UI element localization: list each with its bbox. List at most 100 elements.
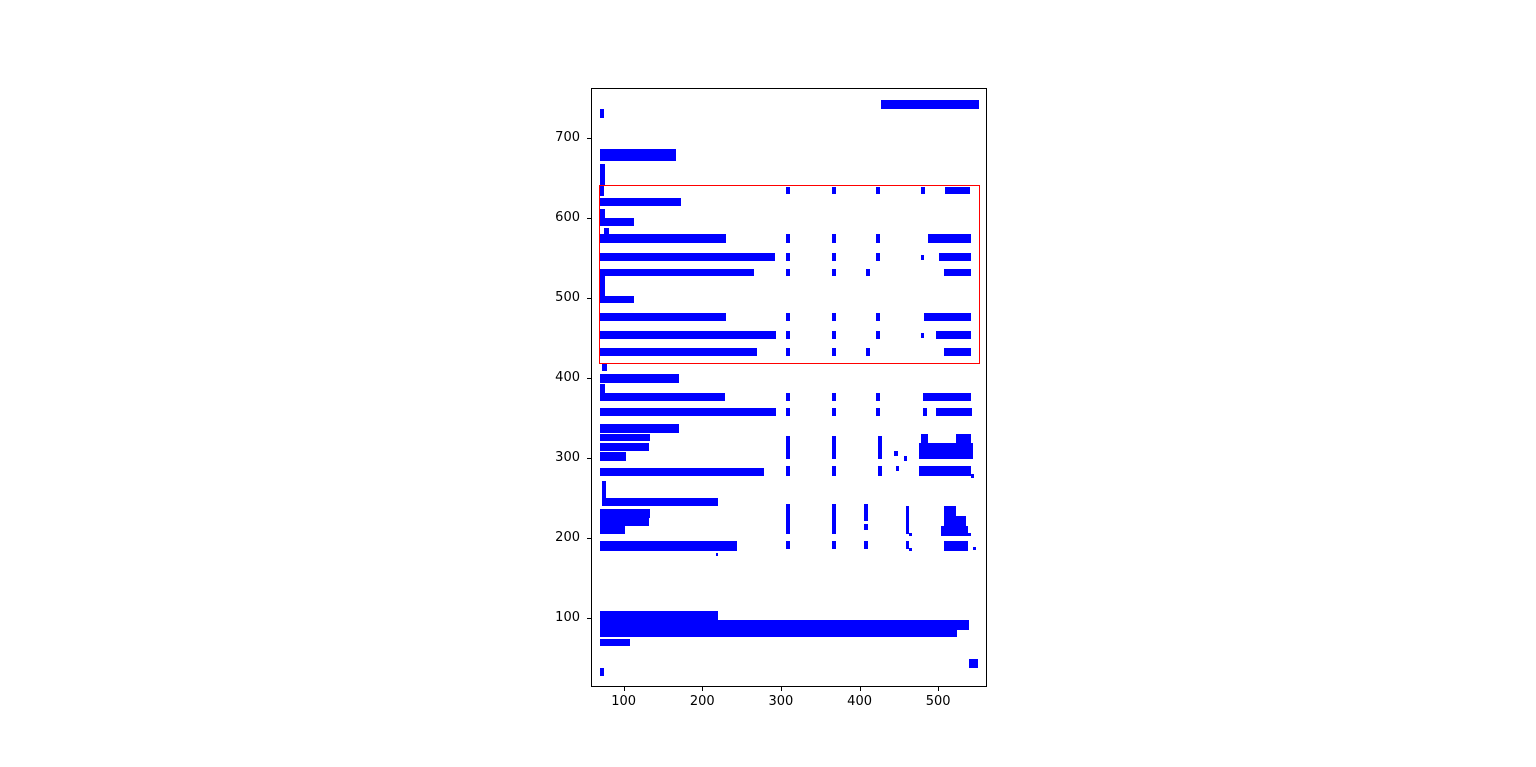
bar-rect xyxy=(600,312,726,321)
bar-rect xyxy=(970,474,974,478)
x-tick-mark xyxy=(780,687,782,691)
plot-area xyxy=(591,88,987,687)
bar-rect xyxy=(600,181,605,196)
y-tick-label: 500 xyxy=(555,290,580,305)
bar-rect xyxy=(600,434,651,441)
bar-rect xyxy=(785,541,790,550)
bar-rect xyxy=(919,466,971,476)
bar-rect xyxy=(943,269,971,276)
highlight-region-box xyxy=(598,185,981,364)
bar-rect xyxy=(875,234,880,243)
y-tick-mark xyxy=(587,458,591,459)
bar-rect xyxy=(945,186,971,195)
bar-rect xyxy=(600,667,604,676)
x-tick-label: 200 xyxy=(689,694,715,709)
bar-rect xyxy=(832,347,837,356)
y-tick-label: 600 xyxy=(555,210,580,225)
bar-rect xyxy=(832,541,837,550)
bar-rect xyxy=(920,254,925,260)
bar-rect xyxy=(600,374,679,383)
bar-rect xyxy=(604,227,609,235)
bar-rect xyxy=(599,149,677,162)
bar-rect xyxy=(877,436,882,460)
bar-rect xyxy=(832,331,837,340)
bar-rect xyxy=(864,523,869,530)
y-tick-mark xyxy=(587,138,591,139)
bar-rect xyxy=(832,466,837,476)
bar-rect xyxy=(785,392,790,401)
bar-rect xyxy=(600,296,634,303)
bar-rect xyxy=(880,99,980,109)
bar-rect xyxy=(832,521,837,535)
bar-rect xyxy=(905,541,910,550)
bar-rect xyxy=(602,481,607,498)
bar-rect xyxy=(920,186,925,195)
bar-rect xyxy=(864,504,869,521)
bar-rect xyxy=(967,532,971,537)
bar-rect xyxy=(600,638,630,646)
bar-rect xyxy=(905,526,910,535)
bar-rect xyxy=(602,497,719,506)
y-tick-mark xyxy=(587,218,591,219)
x-tick-label: 100 xyxy=(611,694,637,709)
bar-rect xyxy=(600,209,606,218)
x-tick-label: 400 xyxy=(847,694,872,709)
bar-rect xyxy=(832,252,837,261)
bar-rect xyxy=(875,407,880,416)
bar-rect xyxy=(944,506,956,518)
bar-rect xyxy=(909,547,912,551)
bar-rect xyxy=(864,541,869,550)
y-tick-mark xyxy=(587,538,591,539)
y-tick-mark xyxy=(587,378,591,379)
bar-rect xyxy=(969,659,978,668)
bar-rect xyxy=(875,252,880,261)
bar-rect xyxy=(785,436,790,460)
bar-rect xyxy=(832,504,837,521)
bar-rect xyxy=(785,331,790,340)
bar-rect xyxy=(600,424,679,433)
bar-rect xyxy=(875,186,880,195)
bar-rect xyxy=(785,269,790,276)
bar-rect xyxy=(598,197,682,207)
bar-rect xyxy=(600,467,764,476)
x-tick-mark xyxy=(623,687,625,691)
x-tick-mark xyxy=(938,687,940,691)
bar-rect xyxy=(832,312,837,321)
bar-rect xyxy=(600,392,725,401)
bar-rect xyxy=(600,526,626,535)
bar-rect xyxy=(875,392,880,401)
bar-rect xyxy=(785,252,790,261)
bar-rect xyxy=(865,347,870,356)
y-tick-mark xyxy=(587,618,591,619)
bar-rect xyxy=(928,234,971,243)
bar-rect xyxy=(785,234,790,243)
bar-rect xyxy=(832,186,837,195)
bar-rect xyxy=(935,407,973,416)
x-tick-label: 500 xyxy=(925,694,951,709)
bar-rect xyxy=(600,630,957,637)
bar-rect xyxy=(785,521,790,535)
bar-rect xyxy=(600,407,776,416)
bar-rect xyxy=(924,312,971,321)
bar-rect xyxy=(919,442,973,460)
bar-rect xyxy=(602,362,608,371)
bar-rect xyxy=(600,509,651,518)
y-tick-label: 400 xyxy=(555,370,580,385)
y-tick-label: 300 xyxy=(555,450,580,465)
bar-rect xyxy=(600,451,627,461)
bar-rect xyxy=(940,526,968,536)
bar-rect xyxy=(785,347,790,356)
x-tick-mark xyxy=(702,687,704,691)
bar-rect xyxy=(905,506,910,526)
bar-rect xyxy=(832,392,837,401)
bar-rect xyxy=(909,532,912,537)
bar-rect xyxy=(600,442,649,451)
y-tick-mark xyxy=(587,298,591,299)
bar-rect xyxy=(600,269,754,276)
bar-rect xyxy=(600,541,738,551)
bar-rect xyxy=(972,546,976,550)
bar-rect xyxy=(785,407,790,416)
bar-rect xyxy=(832,234,837,243)
bar-rect xyxy=(920,333,925,338)
